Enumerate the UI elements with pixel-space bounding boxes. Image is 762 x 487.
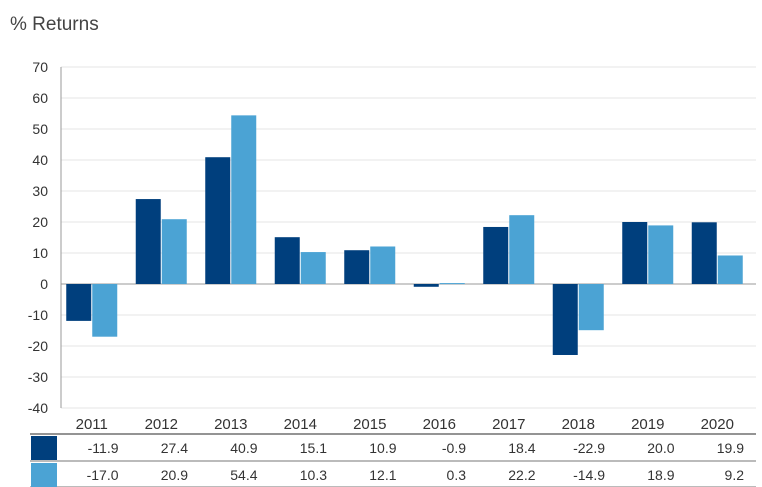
y-tick-label: -30 [28,369,48,385]
bar-2014-series-1 [274,237,300,284]
bar-2020-series-1 [691,222,717,284]
data-label: -17.0 [87,467,119,483]
y-tick-label: 50 [32,121,48,137]
data-table: -11.9 27.4 40.9 15.1 10.9 -0.9 18.4 -22.9 20.0 19… [30,433,756,487]
bar-2011-series-1 [66,284,92,321]
bar-2014-series-2 [300,252,326,284]
data-label: 15.1 [300,440,327,456]
legend-swatch-series-2 [31,463,57,487]
bar-2015-series-2 [370,246,396,284]
gridlines [60,66,756,409]
x-tick-label: 2011 [76,416,108,433]
y-tick-label: 70 [32,59,48,75]
bar-2012-series-1 [135,199,161,284]
bar-2013-series-2 [231,115,257,284]
x-tick-label: 2016 [423,416,456,433]
bar-2012-series-2 [161,219,187,284]
data-label: 20.0 [647,440,674,456]
x-axis-ticks: 2011 2012 2013 2014 2015 2016 2017 2018 2019 2020 [76,416,734,433]
x-tick-label: 2017 [492,416,525,433]
y-tick-label: 0 [40,276,48,292]
y-tick-label: 30 [32,183,48,199]
y-tick-label: 10 [32,245,48,261]
data-label: 40.9 [230,440,257,456]
data-label: 18.4 [508,440,535,456]
data-label: 0.3 [447,467,467,483]
bar-2016-series-1 [413,284,439,287]
data-label: 12.1 [369,467,396,483]
data-label: -11.9 [88,440,119,456]
data-label: 19.9 [717,440,744,456]
x-tick-label: 2015 [353,416,386,433]
x-tick-label: 2020 [701,416,734,433]
data-label: 18.9 [647,467,674,483]
data-label: -22.9 [573,440,605,456]
x-tick-label: 2018 [562,416,595,433]
legend-swatch-series-1 [31,436,57,460]
chart-title: % Returns [10,14,99,35]
y-tick-label: 20 [32,214,48,230]
bar-2016-series-2 [439,283,465,285]
data-label: 10.9 [369,440,396,456]
bar-2019-series-1 [622,222,648,284]
bar-2015-series-1 [344,250,370,284]
x-tick-label: 2014 [284,416,317,433]
data-label: 9.2 [725,467,745,483]
data-label: 10.3 [300,467,327,483]
bar-2018-series-1 [552,284,578,355]
x-tick-label: 2013 [214,416,247,433]
y-tick-label: 40 [32,152,48,168]
bar-2013-series-1 [205,157,231,284]
bar-2017-series-1 [483,226,509,284]
data-label: -14.9 [573,467,605,483]
x-tick-label: 2012 [145,416,178,433]
data-label: 27.4 [161,440,188,456]
y-tick-label: -10 [28,307,48,323]
y-tick-label: 60 [32,90,48,106]
bars [66,115,743,355]
y-tick-label: -40 [28,400,48,416]
bar-2018-series-2 [578,284,604,331]
bar-2011-series-2 [92,284,118,337]
y-axis-ticks: 70 60 50 40 30 20 10 0 -10 -20 -30 -40 [28,59,48,416]
data-label: 20.9 [161,467,188,483]
data-label: -0.9 [442,440,466,456]
bar-2017-series-2 [509,215,535,284]
bar-2020-series-2 [717,255,743,284]
bar-2019-series-2 [648,225,674,284]
data-label: 22.2 [508,467,535,483]
data-label: 54.4 [230,467,257,483]
y-tick-label: -20 [28,338,48,354]
x-tick-label: 2019 [631,416,664,433]
